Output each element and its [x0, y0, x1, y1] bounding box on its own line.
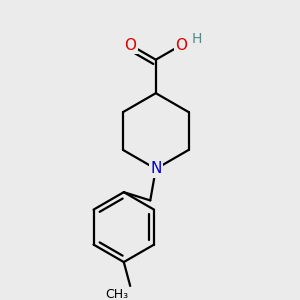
Text: O: O [175, 38, 187, 52]
Text: O: O [124, 38, 136, 52]
Text: N: N [150, 161, 161, 176]
Text: CH₃: CH₃ [106, 288, 129, 300]
Text: H: H [192, 32, 202, 46]
